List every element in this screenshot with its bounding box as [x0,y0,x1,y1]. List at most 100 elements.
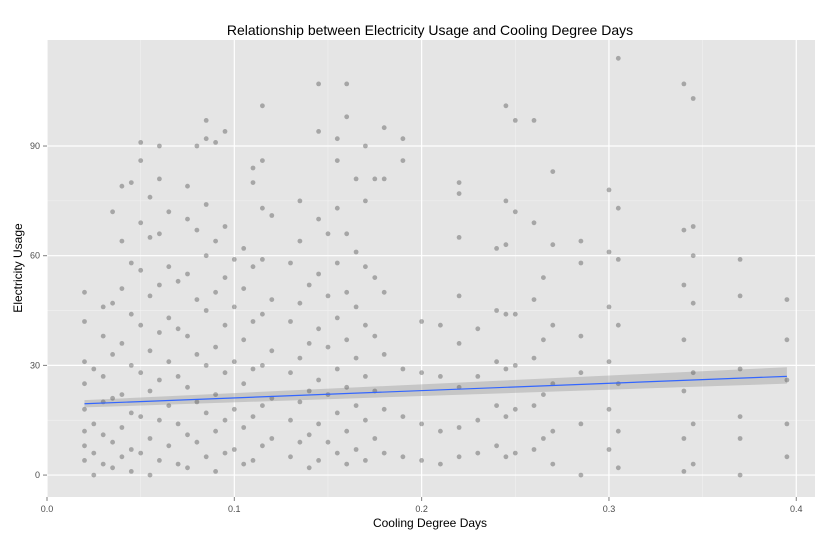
data-point [456,425,462,430]
data-point [119,425,125,430]
data-point [222,450,228,456]
data-point [241,381,247,387]
data-point [175,326,181,332]
data-point [690,300,696,306]
data-point [166,443,172,449]
data-point [344,289,350,295]
data-point [353,176,359,182]
data-point [381,176,387,182]
data-point [138,220,144,226]
data-point [681,469,687,474]
data-point [147,388,153,394]
data-point [578,238,584,244]
data-point [419,319,424,324]
data-point [222,370,228,376]
y-axis: 0 30 60 90 [30,141,47,480]
data-point [690,421,696,427]
data-point [578,370,584,376]
data-point [157,282,162,288]
data-point [344,428,350,434]
data-point [456,454,462,460]
data-point [110,465,115,471]
data-point [82,381,87,387]
data-point [250,319,256,324]
data-point [681,388,687,394]
y-tick-label: 90 [30,141,40,151]
data-point [400,366,406,372]
data-point [175,461,181,467]
data-point [138,450,144,456]
data-point [690,461,696,467]
data-point [381,125,387,131]
data-point [269,348,275,354]
data-point [128,410,134,416]
data-point [541,392,546,397]
data-point [344,461,350,467]
data-point [334,260,340,266]
data-point [288,454,293,460]
data-point [606,304,612,310]
data-point [690,370,696,376]
data-point [541,337,546,343]
data-point [316,421,321,427]
data-point [241,337,247,343]
data-point [194,297,200,302]
data-point [334,450,340,456]
data-point [784,454,790,460]
chart-title: Relationship between Electricity Usage a… [227,22,633,38]
data-point [194,227,200,233]
data-point [578,333,584,339]
data-point [185,216,190,222]
data-point [91,472,97,478]
data-point [334,136,340,142]
data-point [185,384,190,390]
data-point [363,374,368,379]
data-point [494,443,499,449]
data-point [147,472,153,478]
data-point [288,417,293,423]
data-point [194,399,200,405]
data-point [128,469,134,474]
data-point [138,158,144,164]
data-point [166,264,172,270]
data-point [325,231,331,237]
data-point [166,315,172,321]
data-point [344,231,350,237]
data-point [175,278,181,284]
data-point [606,187,612,193]
data-point [297,300,303,306]
data-point [541,275,546,280]
data-point [260,311,265,317]
data-point [438,374,443,379]
y-axis-label: Electricity Usage [11,223,25,313]
data-point [260,205,265,211]
data-point [203,202,209,207]
data-point [138,414,144,419]
data-point [306,341,312,346]
data-point [138,370,144,376]
data-point [119,286,125,291]
data-point [737,366,743,372]
data-point [372,436,378,441]
data-point [363,417,368,423]
data-point [372,275,378,280]
data-point [128,363,134,368]
data-point [288,319,293,324]
data-point [231,257,237,262]
x-axis: 0.0 0.1 0.2 0.3 0.4 [41,497,803,514]
data-point [91,421,97,427]
data-point [147,348,153,354]
data-point [222,224,228,229]
data-point [334,158,340,164]
data-point [503,198,509,204]
data-point [737,472,743,478]
data-point [213,238,219,244]
data-point [250,366,256,372]
data-point [82,359,87,365]
data-point [325,439,331,445]
data-point [550,242,556,248]
data-point [119,238,125,244]
data-point [288,260,293,266]
data-point [128,447,134,452]
data-point [381,289,387,295]
